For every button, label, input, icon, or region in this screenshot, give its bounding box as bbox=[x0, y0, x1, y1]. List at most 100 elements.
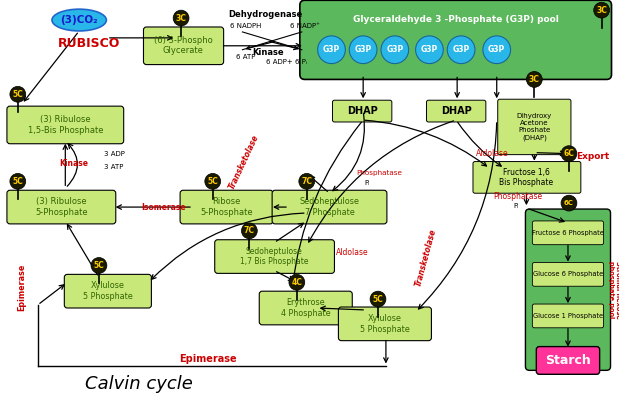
Text: G3P: G3P bbox=[421, 45, 438, 54]
Text: 5C: 5C bbox=[373, 295, 383, 304]
FancyBboxPatch shape bbox=[532, 263, 604, 286]
Text: G3P: G3P bbox=[452, 45, 470, 54]
Text: Aldolase: Aldolase bbox=[476, 149, 509, 158]
Text: 5C: 5C bbox=[12, 177, 23, 186]
Text: Aldolase: Aldolase bbox=[337, 248, 369, 257]
FancyBboxPatch shape bbox=[332, 100, 392, 122]
Text: 6C: 6C bbox=[563, 149, 574, 158]
Circle shape bbox=[241, 223, 258, 239]
Text: Fructose 1,6
Bis Phosphate: Fructose 1,6 Bis Phosphate bbox=[500, 168, 553, 187]
Text: 6 NADPH: 6 NADPH bbox=[230, 23, 261, 29]
Text: G3P: G3P bbox=[386, 45, 404, 54]
FancyBboxPatch shape bbox=[64, 275, 152, 308]
Circle shape bbox=[349, 36, 377, 64]
Text: Transketolase: Transketolase bbox=[228, 133, 261, 190]
Circle shape bbox=[415, 36, 443, 64]
Circle shape bbox=[448, 36, 475, 64]
FancyBboxPatch shape bbox=[7, 190, 116, 224]
Text: Transketolase: Transketolase bbox=[413, 228, 438, 288]
Ellipse shape bbox=[52, 9, 106, 31]
Text: Glyceraldehyde 3 -Phosphate (G3P) pool: Glyceraldehyde 3 -Phosphate (G3P) pool bbox=[353, 15, 558, 24]
Text: 6C: 6C bbox=[564, 200, 574, 206]
Text: 4C: 4C bbox=[292, 278, 302, 287]
Text: RUBISCO: RUBISCO bbox=[58, 37, 120, 50]
Text: 3C: 3C bbox=[176, 13, 186, 23]
Text: 7C: 7C bbox=[301, 177, 312, 186]
Text: Epimerase: Epimerase bbox=[179, 354, 236, 365]
Text: Ribose
5-Phosphate: Ribose 5-Phosphate bbox=[201, 198, 253, 217]
Circle shape bbox=[173, 10, 189, 26]
FancyBboxPatch shape bbox=[532, 221, 604, 245]
FancyBboxPatch shape bbox=[473, 162, 581, 193]
Text: (3) Ribulose
1,5-Bis Phosphate: (3) Ribulose 1,5-Bis Phosphate bbox=[28, 115, 103, 135]
Text: (3) Ribulose
5-Phosphate: (3) Ribulose 5-Phosphate bbox=[35, 198, 88, 217]
Text: Glucose 6 Phosphate: Glucose 6 Phosphate bbox=[533, 271, 603, 277]
Text: Glucose 1 Phosphate: Glucose 1 Phosphate bbox=[533, 313, 603, 319]
Text: Xylulose
5 Phosphate: Xylulose 5 Phosphate bbox=[360, 314, 410, 333]
Circle shape bbox=[299, 173, 314, 189]
Circle shape bbox=[10, 87, 26, 102]
Text: Erythrose
4 Phosphate: Erythrose 4 Phosphate bbox=[281, 298, 331, 318]
Text: 3C: 3C bbox=[529, 75, 540, 84]
FancyBboxPatch shape bbox=[272, 190, 387, 224]
Text: G3P: G3P bbox=[355, 45, 372, 54]
Text: Fructose 6 Phosphate: Fructose 6 Phosphate bbox=[532, 230, 604, 236]
Circle shape bbox=[561, 195, 577, 211]
Text: Phosphatase: Phosphatase bbox=[493, 192, 542, 201]
Text: 3C: 3C bbox=[596, 6, 607, 15]
Text: 5C: 5C bbox=[12, 90, 23, 99]
Circle shape bbox=[289, 275, 305, 290]
Text: G3P: G3P bbox=[323, 45, 340, 54]
Circle shape bbox=[91, 258, 107, 273]
Text: Isomerase: Isomerase bbox=[142, 203, 186, 212]
Text: 3 ADP: 3 ADP bbox=[104, 150, 125, 157]
FancyBboxPatch shape bbox=[532, 304, 604, 328]
Circle shape bbox=[205, 173, 220, 189]
Text: 6 NADP⁺: 6 NADP⁺ bbox=[290, 23, 319, 29]
Text: Stromal hexose
phosphate pool: Stromal hexose phosphate pool bbox=[608, 261, 619, 319]
Text: Kinase: Kinase bbox=[253, 48, 284, 57]
Text: Phosphatase: Phosphatase bbox=[356, 170, 402, 177]
Circle shape bbox=[483, 36, 511, 64]
Text: Export: Export bbox=[576, 152, 609, 161]
Text: G3P: G3P bbox=[488, 45, 505, 54]
Text: Epimerase: Epimerase bbox=[17, 263, 26, 311]
FancyBboxPatch shape bbox=[498, 99, 571, 154]
Text: Sedoheptulose
7 Phosphate: Sedoheptulose 7 Phosphate bbox=[300, 198, 360, 217]
Text: 5C: 5C bbox=[93, 261, 105, 270]
FancyBboxPatch shape bbox=[339, 307, 431, 340]
FancyBboxPatch shape bbox=[180, 190, 273, 224]
Text: Calvin cycle: Calvin cycle bbox=[85, 375, 193, 393]
Text: Xylulose
5 Phosphate: Xylulose 5 Phosphate bbox=[83, 282, 132, 301]
Text: 6 ATP: 6 ATP bbox=[236, 54, 255, 60]
Text: Kinase: Kinase bbox=[59, 159, 89, 168]
FancyBboxPatch shape bbox=[426, 100, 486, 122]
FancyBboxPatch shape bbox=[215, 240, 334, 273]
Text: Sedoheptulose
1,7 Bis Phosphate: Sedoheptulose 1,7 Bis Phosphate bbox=[240, 247, 308, 266]
FancyBboxPatch shape bbox=[7, 106, 124, 144]
FancyBboxPatch shape bbox=[259, 291, 352, 325]
Text: (3)CO₂: (3)CO₂ bbox=[60, 15, 98, 25]
Circle shape bbox=[370, 291, 386, 307]
Circle shape bbox=[381, 36, 409, 64]
Text: Dihydroxy
Acetone
Phoshate
(DHAP): Dihydroxy Acetone Phoshate (DHAP) bbox=[517, 113, 552, 141]
FancyBboxPatch shape bbox=[526, 209, 610, 371]
Text: DHAP: DHAP bbox=[441, 106, 472, 116]
Text: 7C: 7C bbox=[244, 226, 255, 235]
Circle shape bbox=[594, 2, 610, 18]
Text: Pᵢ: Pᵢ bbox=[514, 203, 519, 209]
Text: 3 ATP: 3 ATP bbox=[104, 164, 123, 169]
Circle shape bbox=[526, 71, 542, 87]
Circle shape bbox=[10, 173, 26, 189]
FancyBboxPatch shape bbox=[300, 0, 612, 79]
Circle shape bbox=[561, 146, 577, 162]
Text: Dehydrogenase: Dehydrogenase bbox=[228, 9, 302, 19]
Text: Pᵢ: Pᵢ bbox=[364, 181, 370, 186]
Text: 6 ADP+ 6 Pᵢ: 6 ADP+ 6 Pᵢ bbox=[266, 58, 308, 65]
FancyBboxPatch shape bbox=[536, 346, 600, 374]
Text: (6) 3-Phospho
Glycerate: (6) 3-Phospho Glycerate bbox=[154, 36, 212, 55]
Text: DHAP: DHAP bbox=[347, 106, 378, 116]
Text: 5C: 5C bbox=[207, 177, 218, 186]
Text: Starch: Starch bbox=[545, 354, 591, 367]
Circle shape bbox=[318, 36, 345, 64]
